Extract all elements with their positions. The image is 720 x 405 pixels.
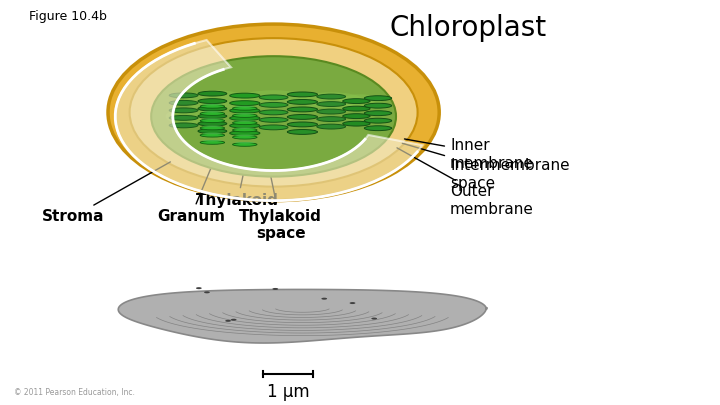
- Ellipse shape: [338, 94, 382, 111]
- Ellipse shape: [231, 319, 237, 321]
- Ellipse shape: [230, 116, 260, 121]
- Polygon shape: [115, 40, 423, 200]
- Ellipse shape: [202, 126, 222, 127]
- Ellipse shape: [317, 124, 346, 129]
- Ellipse shape: [364, 111, 392, 115]
- Ellipse shape: [287, 115, 318, 119]
- Text: Stroma: Stroma: [42, 162, 171, 224]
- Polygon shape: [118, 290, 487, 343]
- Ellipse shape: [169, 123, 198, 128]
- Ellipse shape: [259, 117, 288, 122]
- Text: 1 μm: 1 μm: [266, 383, 310, 401]
- Ellipse shape: [287, 107, 318, 112]
- Text: Intermembrane
space: Intermembrane space: [402, 143, 570, 191]
- Ellipse shape: [272, 288, 278, 290]
- Ellipse shape: [259, 125, 288, 130]
- Ellipse shape: [196, 287, 202, 289]
- Ellipse shape: [287, 100, 318, 104]
- Ellipse shape: [169, 115, 198, 120]
- Ellipse shape: [287, 130, 318, 134]
- Ellipse shape: [364, 103, 392, 108]
- Ellipse shape: [230, 101, 260, 106]
- Ellipse shape: [235, 142, 255, 143]
- Ellipse shape: [230, 131, 260, 136]
- Ellipse shape: [204, 291, 210, 293]
- Ellipse shape: [169, 93, 198, 98]
- Ellipse shape: [259, 95, 288, 100]
- Ellipse shape: [233, 107, 257, 110]
- Ellipse shape: [259, 110, 288, 115]
- Ellipse shape: [198, 99, 227, 104]
- Ellipse shape: [343, 121, 370, 126]
- Ellipse shape: [235, 135, 255, 136]
- Ellipse shape: [372, 318, 377, 320]
- Ellipse shape: [200, 104, 225, 108]
- Ellipse shape: [202, 104, 222, 105]
- Ellipse shape: [233, 114, 257, 117]
- Ellipse shape: [233, 143, 257, 146]
- Ellipse shape: [343, 106, 370, 111]
- Ellipse shape: [287, 122, 318, 127]
- Ellipse shape: [230, 123, 260, 128]
- Ellipse shape: [198, 91, 227, 96]
- Text: Inner
membrane: Inner membrane: [405, 139, 534, 171]
- Text: Chloroplast: Chloroplast: [390, 14, 546, 42]
- Text: Thylakoid
space: Thylakoid space: [239, 175, 323, 241]
- Ellipse shape: [230, 93, 260, 98]
- Ellipse shape: [184, 90, 248, 111]
- Ellipse shape: [202, 111, 222, 113]
- Ellipse shape: [238, 90, 310, 107]
- Ellipse shape: [317, 94, 346, 99]
- Ellipse shape: [225, 320, 231, 322]
- Ellipse shape: [235, 106, 255, 107]
- Ellipse shape: [321, 298, 327, 300]
- Ellipse shape: [287, 92, 318, 97]
- Ellipse shape: [343, 114, 370, 119]
- Text: Outer
membrane: Outer membrane: [397, 148, 534, 217]
- Ellipse shape: [350, 302, 356, 304]
- Ellipse shape: [198, 106, 227, 111]
- Ellipse shape: [299, 92, 364, 109]
- Ellipse shape: [259, 102, 288, 107]
- Ellipse shape: [317, 109, 346, 114]
- Ellipse shape: [364, 96, 392, 100]
- Ellipse shape: [198, 114, 227, 119]
- Text: Thylakoid: Thylakoid: [196, 153, 279, 208]
- Ellipse shape: [202, 140, 222, 141]
- Ellipse shape: [202, 133, 222, 134]
- Ellipse shape: [166, 109, 209, 124]
- Ellipse shape: [235, 128, 255, 129]
- Ellipse shape: [169, 100, 198, 105]
- Ellipse shape: [200, 141, 225, 144]
- Ellipse shape: [317, 102, 346, 107]
- Ellipse shape: [343, 99, 370, 104]
- Ellipse shape: [233, 121, 257, 125]
- Ellipse shape: [151, 56, 396, 177]
- Ellipse shape: [364, 126, 392, 131]
- Ellipse shape: [364, 118, 392, 123]
- Ellipse shape: [169, 108, 198, 113]
- Ellipse shape: [130, 38, 418, 187]
- Ellipse shape: [198, 129, 227, 134]
- Ellipse shape: [235, 120, 255, 122]
- Ellipse shape: [235, 113, 255, 115]
- Text: Granum: Granum: [157, 167, 225, 224]
- Text: © 2011 Pearson Education, Inc.: © 2011 Pearson Education, Inc.: [14, 388, 135, 396]
- Ellipse shape: [230, 108, 260, 113]
- Ellipse shape: [200, 126, 225, 130]
- Ellipse shape: [200, 133, 225, 137]
- Ellipse shape: [202, 118, 222, 120]
- Ellipse shape: [200, 119, 225, 123]
- Ellipse shape: [233, 135, 257, 139]
- Ellipse shape: [200, 112, 225, 115]
- Ellipse shape: [317, 117, 346, 121]
- Text: Figure 10.4b: Figure 10.4b: [29, 10, 107, 23]
- Ellipse shape: [108, 24, 439, 200]
- Ellipse shape: [233, 128, 257, 132]
- Ellipse shape: [198, 121, 227, 126]
